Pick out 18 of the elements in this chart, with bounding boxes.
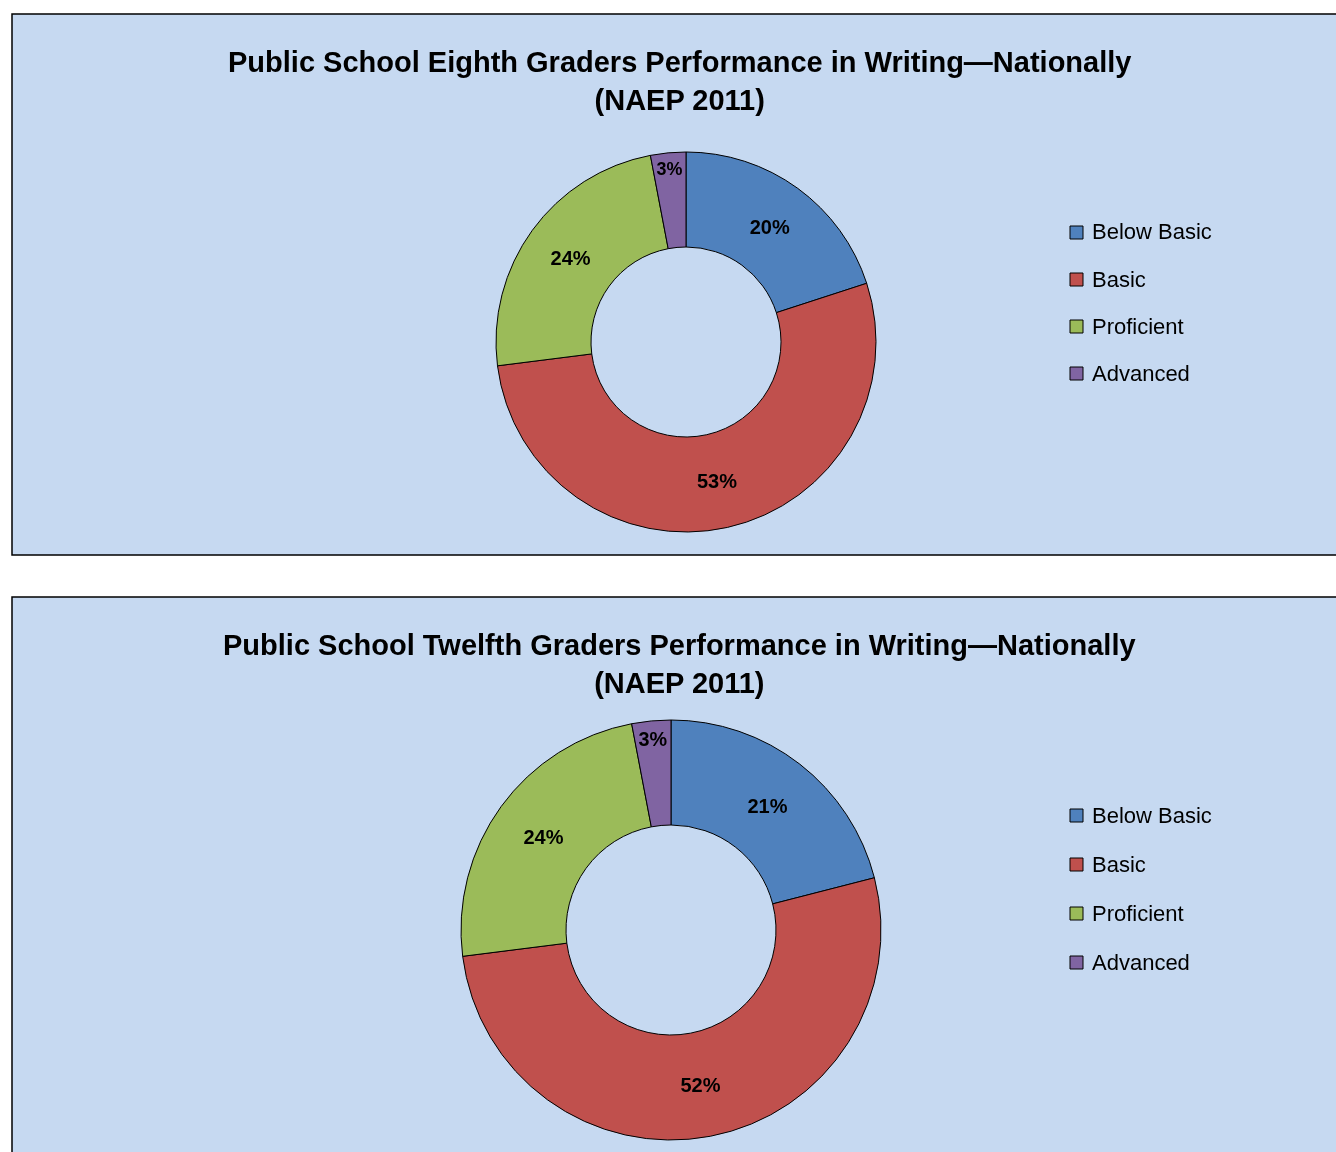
- legend-label: Below Basic: [1092, 803, 1212, 828]
- legend-label: Below Basic: [1092, 219, 1212, 244]
- legend-label: Proficient: [1092, 901, 1184, 926]
- data-label: 20%: [749, 215, 790, 238]
- data-label: 24%: [550, 247, 591, 270]
- data-label: 53%: [696, 470, 738, 493]
- data-label: 21%: [747, 794, 788, 817]
- chart-title: Public School Twelfth Graders Performance in Writing—Nationally (NAEP 2011): [223, 629, 1136, 699]
- legend-label: Proficient: [1092, 314, 1184, 339]
- legend-label: Advanced: [1092, 950, 1190, 975]
- data-label: 3%: [638, 727, 668, 750]
- chart-title: Public School Eighth Graders Performance in Writing—Nationally (NAEP 2011): [228, 46, 1132, 116]
- legend-label: Advanced: [1092, 361, 1190, 386]
- data-label: 52%: [680, 1073, 721, 1096]
- data-label: 3%: [656, 159, 683, 180]
- data-label: 24%: [523, 826, 564, 849]
- legend-label: Basic: [1092, 267, 1146, 292]
- legend-label: Basic: [1092, 852, 1146, 877]
